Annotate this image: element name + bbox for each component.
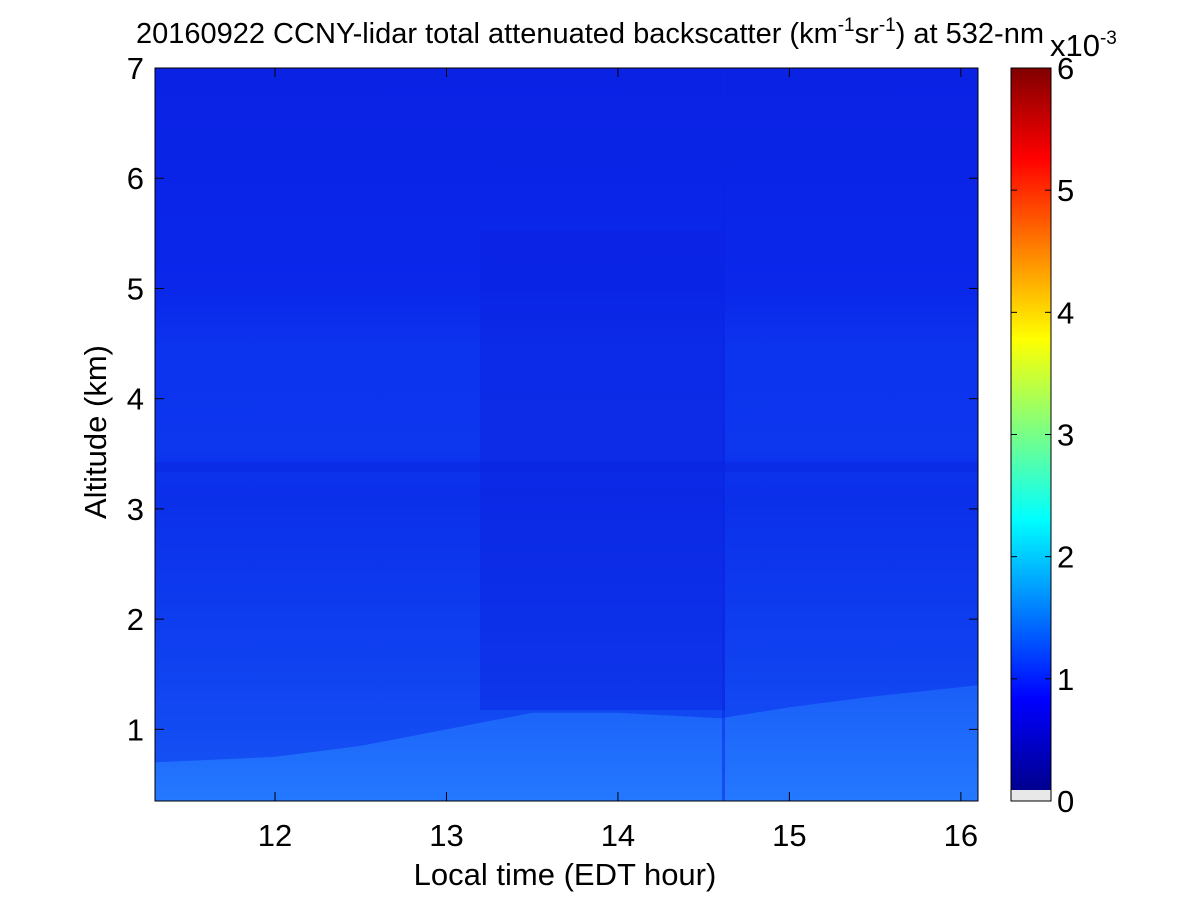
colorbar-tick-label: 5 [1057,173,1074,208]
x-axis-label: Local time (EDT hour) [414,857,717,892]
x-tick-label: 12 [258,818,292,853]
y-tick-label: 7 [127,51,144,86]
colorbar-underflow [1011,790,1051,801]
colorbar-tick-label: 6 [1057,51,1074,86]
boundary-layer [155,685,978,801]
y-axis: 1 2 3 4 5 6 7 [127,51,978,747]
chart-title: 20160922 CCNY-lidar total attenuated bac… [136,15,1044,50]
aerosol-layer-streak [155,462,978,472]
plot-frame [154,67,979,802]
colorbar-tick-label: 3 [1057,418,1074,453]
y-tick-label: 4 [127,382,144,417]
y-tick-label: 6 [127,161,144,196]
colorbar-tick-label: 2 [1057,540,1074,575]
y-tick-label: 1 [127,712,144,747]
colorbar [1011,68,1051,790]
colorbar-ticks: 0 1 2 3 4 5 6 [1011,51,1074,819]
x-tick-label: 14 [601,818,635,853]
colorbar-multiplier: x10-3 [1050,28,1117,63]
y-axis-label: Altitude (km) [78,345,113,519]
colorbar-tick-label: 0 [1057,784,1074,819]
colorbar-tick-label: 1 [1057,662,1074,697]
plot-background [155,68,978,801]
x-tick-label: 13 [429,818,463,853]
x-tick-label: 16 [944,818,978,853]
x-tick-label: 15 [772,818,806,853]
colorbar-tick-label: 4 [1057,295,1074,330]
y-tick-label: 3 [127,492,144,527]
data-seam [722,68,725,801]
y-tick-label: 5 [127,271,144,306]
y-tick-label: 2 [127,602,144,637]
x-axis: 12 13 14 15 16 [258,68,978,853]
